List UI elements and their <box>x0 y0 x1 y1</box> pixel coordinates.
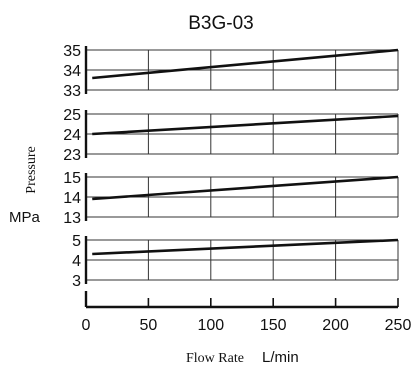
x-tick-label: 250 <box>385 317 412 334</box>
y-tick-label: 34 <box>63 63 81 80</box>
series-line <box>92 175 399 201</box>
x-tick-label: 0 <box>82 317 91 334</box>
panel-2: 25 24 23 <box>63 107 399 164</box>
x-axis-unit: L/min <box>262 349 299 366</box>
y-tick-label: 24 <box>63 127 81 144</box>
y-tick-label: 23 <box>63 147 81 164</box>
panel-4: 5 4 3 <box>72 233 399 290</box>
series-line <box>92 238 399 256</box>
y-tick-label: 5 <box>72 233 81 250</box>
x-axis-label: Flow Rate <box>186 351 244 366</box>
y-tick-label: 35 <box>63 43 81 60</box>
y-axis-unit: MPa <box>9 209 41 226</box>
y-tick-label: 14 <box>63 190 81 207</box>
x-tick-label: 50 <box>140 317 158 334</box>
series-line <box>92 48 399 80</box>
y-tick-label: 4 <box>72 253 81 270</box>
chart-title: B3G-03 <box>188 13 253 34</box>
x-tick-label: 100 <box>197 317 224 334</box>
y-axis-label: Pressure <box>24 146 39 193</box>
y-tick-label: 33 <box>63 83 81 100</box>
y-tick-label: 15 <box>63 170 81 187</box>
y-tick-label: 13 <box>63 210 81 227</box>
x-tick-label: 150 <box>260 317 287 334</box>
y-tick-label: 3 <box>72 273 81 290</box>
y-tick-label: 25 <box>63 107 81 124</box>
x-tick-label: 200 <box>322 317 349 334</box>
panel-1: 35 34 33 <box>63 43 399 100</box>
panel-3: 15 14 13 <box>63 170 399 227</box>
series-line <box>92 114 399 136</box>
